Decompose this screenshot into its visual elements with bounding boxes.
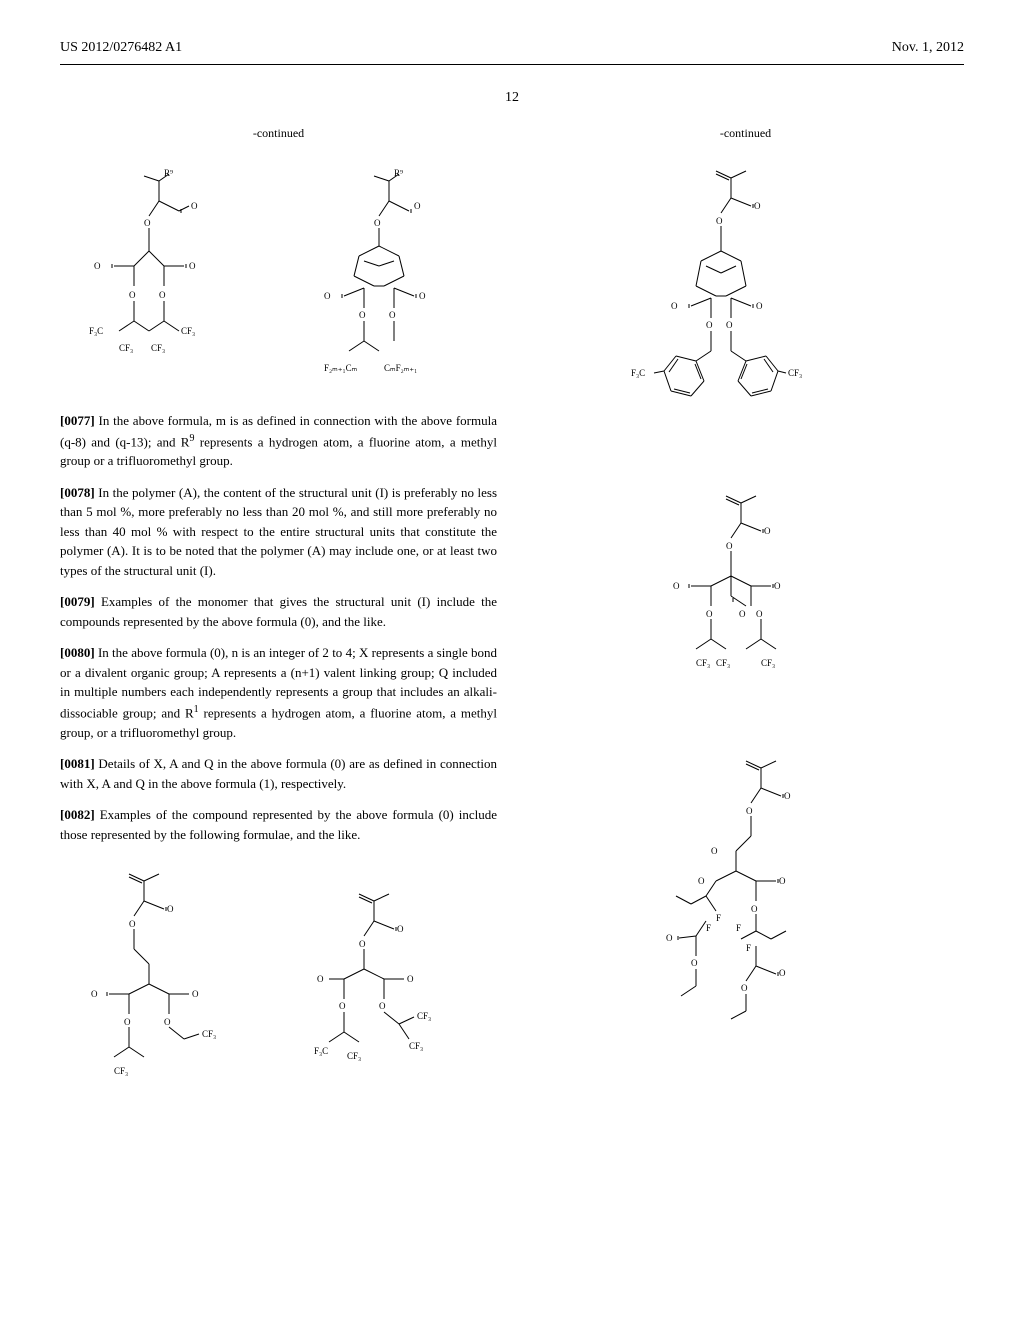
svg-text:F: F [706,923,711,933]
svg-text:O: O [397,924,404,934]
para-text-79: Examples of the monomer that gives the s… [60,594,497,629]
svg-text:O: O [666,933,673,943]
svg-text:F: F [746,943,751,953]
svg-text:O: O [144,218,151,228]
chem-structure-bottom-left: O O O O [60,859,497,1119]
svg-text:O: O [324,291,331,301]
svg-text:O: O [726,320,733,330]
svg-text:CF₃: CF₃ [347,1051,361,1061]
continued-label-right: -continued [527,126,964,141]
svg-text:F₃C: F₃C [89,326,103,336]
paragraph-82: [0082] Examples of the compound represen… [60,805,497,844]
svg-text:O: O [379,1001,386,1011]
svg-text:O: O [94,261,101,271]
svg-text:F₃C: F₃C [631,368,645,378]
svg-text:F₃C: F₃C [314,1046,328,1056]
svg-text:CF₃: CF₃ [114,1066,128,1076]
svg-text:CₘF₂ₘ₊₁: CₘF₂ₘ₊₁ [384,363,417,373]
continued-label-left: -continued [60,126,497,141]
chem-structure-r2: O O O O [527,481,964,731]
paragraph-80: [0080] In the above formula (0), n is an… [60,643,497,742]
para-num-80: [0080] [60,645,95,660]
svg-text:O: O [414,201,421,211]
chem-structure-top-left: R⁹ O O O [60,156,497,396]
para-num-78: [0078] [60,485,95,500]
svg-text:O: O [698,876,705,886]
svg-text:CF₃: CF₃ [409,1041,423,1051]
page-number: 12 [60,90,964,106]
svg-text:O: O [706,609,713,619]
svg-text:O: O [159,290,166,300]
para-num-79: [0079] [60,594,95,609]
svg-text:O: O [671,301,678,311]
svg-text:F: F [716,913,721,923]
chem-structure-r3: O O O O [527,746,964,1066]
svg-text:O: O [726,541,733,551]
para-text-81: Details of X, A and Q in the above formu… [60,756,497,791]
paragraph-81: [0081] Details of X, A and Q in the abov… [60,754,497,793]
svg-text:O: O [359,939,366,949]
svg-text:O: O [359,310,366,320]
para-text-82: Examples of the compound represented by … [60,807,497,842]
svg-text:CF₃: CF₃ [417,1011,431,1021]
svg-text:O: O [779,968,786,978]
svg-text:O: O [407,974,414,984]
header-right: Nov. 1, 2012 [892,40,964,56]
svg-text:O: O [691,958,698,968]
svg-text:O: O [746,806,753,816]
svg-text:CF₃: CF₃ [696,658,710,668]
para-num-77: [0077] [60,413,95,428]
header-left: US 2012/0276482 A1 [60,40,182,56]
svg-text:O: O [764,526,771,536]
svg-text:O: O [741,983,748,993]
paragraph-77: [0077] In the above formula, m is as def… [60,411,497,471]
svg-text:CF₃: CF₃ [119,343,133,353]
para-num-81: [0081] [60,756,95,771]
svg-text:O: O [129,919,136,929]
svg-text:CF₃: CF₃ [761,658,775,668]
svg-text:CF₃: CF₃ [788,368,802,378]
svg-text:O: O [164,1017,171,1027]
para-num-82: [0082] [60,807,95,822]
svg-text:O: O [167,904,174,914]
svg-text:O: O [189,261,196,271]
svg-text:CF₃: CF₃ [202,1029,216,1039]
svg-text:O: O [389,310,396,320]
svg-text:O: O [756,301,763,311]
left-column: -continued R⁹ O O [60,126,497,1134]
svg-text:O: O [191,201,198,211]
svg-text:O: O [192,989,199,999]
svg-text:F₂ₘ₊₁Cₘ: F₂ₘ₊₁Cₘ [324,363,358,373]
svg-text:O: O [419,291,426,301]
page-header: US 2012/0276482 A1 Nov. 1, 2012 [60,40,964,56]
svg-text:O: O [317,974,324,984]
svg-text:O: O [756,609,763,619]
svg-text:O: O [779,876,786,886]
paragraph-79: [0079] Examples of the monomer that give… [60,592,497,631]
para-text-78: In the polymer (A), the content of the s… [60,485,497,578]
svg-text:O: O [706,320,713,330]
svg-text:O: O [716,216,723,226]
svg-text:O: O [91,989,98,999]
header-divider [60,64,964,65]
content-columns: -continued R⁹ O O [60,126,964,1134]
svg-text:CF₃: CF₃ [151,343,165,353]
paragraph-78: [0078] In the polymer (A), the content o… [60,483,497,581]
svg-text:O: O [711,846,718,856]
svg-text:F: F [736,923,741,933]
svg-text:O: O [774,581,781,591]
svg-text:O: O [339,1001,346,1011]
svg-text:O: O [374,218,381,228]
svg-text:O: O [129,290,136,300]
svg-text:O: O [784,791,791,801]
svg-text:O: O [739,609,746,619]
svg-text:O: O [754,201,761,211]
svg-text:O: O [751,904,758,914]
svg-text:CF₃: CF₃ [181,326,195,336]
svg-text:O: O [673,581,680,591]
svg-text:CF₃: CF₃ [716,658,730,668]
chem-structure-r1: O O [527,156,964,466]
right-column: -continued O O [527,126,964,1134]
svg-text:O: O [124,1017,131,1027]
